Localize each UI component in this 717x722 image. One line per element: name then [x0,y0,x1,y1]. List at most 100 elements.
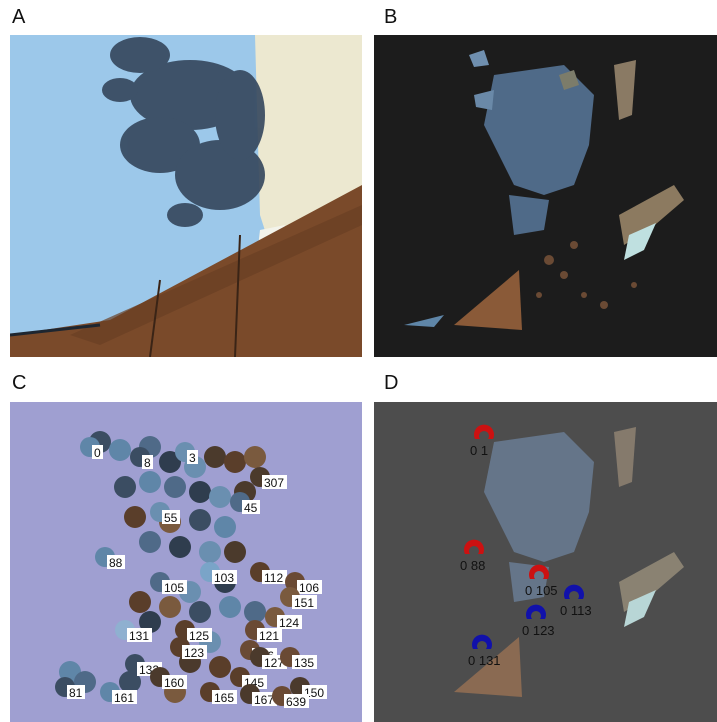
marker-label: 0 123 [522,623,555,638]
node-label: 125 [189,629,209,643]
node-label-bg [252,692,277,706]
graph-node [169,536,191,558]
node-label-bg [142,455,153,469]
segmentation-map [404,50,684,330]
node-label: 103 [214,571,234,585]
node-label: 639 [286,695,306,709]
panel-a-label: A [12,6,26,28]
node-label-bg [162,675,187,689]
marker-icon [564,584,584,599]
panel-d-markers: 0 1 0 88 0 105 0 113 0 123 0 131 [374,402,717,722]
node-label: 0 [94,446,101,460]
node-label: 150 [304,686,324,700]
marker-icon [474,424,494,439]
graph-node [189,481,211,503]
graph-node [159,451,181,473]
marker-label: 0 88 [460,558,485,573]
graph-node [164,476,186,498]
graph-node [119,671,141,693]
node-label-bg [262,570,287,584]
node-label: 121 [259,629,279,643]
node-label-bg [127,628,152,642]
node-label-bg [187,628,212,642]
graph-node [244,601,266,623]
panel-c-label: C [12,372,27,394]
node-label: 88 [109,556,123,570]
node-label: 307 [264,476,284,490]
graph-node [209,656,231,678]
graph-node [209,486,231,508]
node-label: 106 [299,581,319,595]
photo-scene [10,35,362,357]
node-label-bg [67,685,85,699]
node-label: 8 [144,456,151,470]
node-label-bg [182,645,207,659]
node-label: 55 [164,511,178,525]
graph-node [199,541,221,563]
marker-icon [526,604,546,619]
graph-node [204,446,226,468]
node-graph: 0833078810510311210615112512112412312612… [55,431,327,709]
node-label: 160 [164,676,184,690]
graph-node [219,596,241,618]
node-label-bg [242,500,260,514]
node-label: 123 [184,646,204,660]
node-label-bg [257,628,282,642]
graph-node [159,596,181,618]
node-label: 127 [264,656,284,670]
node-label-bg [262,475,287,489]
graph-node [109,439,131,461]
node-label: 151 [294,596,314,610]
graph-node [139,611,161,633]
graph-nodes: 0833078810510311210615112512112412312612… [55,431,327,709]
node-label-bg [212,690,237,704]
panel-b-segmentation [374,35,717,357]
node-label: 112 [264,571,283,585]
node-label: 161 [114,691,134,705]
node-label: 45 [244,501,258,515]
graph-node [124,506,146,528]
node-label: 105 [164,581,184,595]
graph-node [114,476,136,498]
node-label-bg [92,445,103,459]
node-label-bg [112,690,137,704]
panel-c-node-graph: 0833078810510311210615112512112412312612… [10,402,362,722]
node-label-bg [292,655,317,669]
marker-label: 0 113 [560,603,592,618]
graph-node [189,509,211,531]
graph-node [139,531,161,553]
graph-node [214,516,236,538]
node-label: 124 [279,616,299,630]
graph-node [189,601,211,623]
marker-icon [472,634,492,649]
node-label-bg [277,615,302,629]
node-label-bg [292,595,317,609]
node-label-bg [162,510,180,524]
marker-label: 0 131 [468,653,501,668]
node-label-bg [187,450,198,464]
node-label-bg [212,570,237,584]
graph-node [224,451,246,473]
panel-d-label: D [384,372,399,394]
node-label: 3 [189,451,196,465]
node-label: 165 [214,691,234,705]
node-label: 81 [69,686,83,700]
panel-b-label: B [384,6,398,28]
node-label-bg [297,580,322,594]
node-label: 135 [294,656,314,670]
node-label: 131 [129,629,149,643]
node-label-bg [162,580,187,594]
node-label: 167 [254,693,274,707]
marker-icon [529,564,549,579]
marker-icon [464,539,484,554]
graph-node [224,541,246,563]
node-label-bg [107,555,125,569]
marker-label: 0 1 [470,443,488,458]
graph-node [139,471,161,493]
graph-node [129,591,151,613]
marker-label: 0 105 [525,583,558,598]
graph-node [244,446,266,468]
node-label-bg [284,694,309,708]
